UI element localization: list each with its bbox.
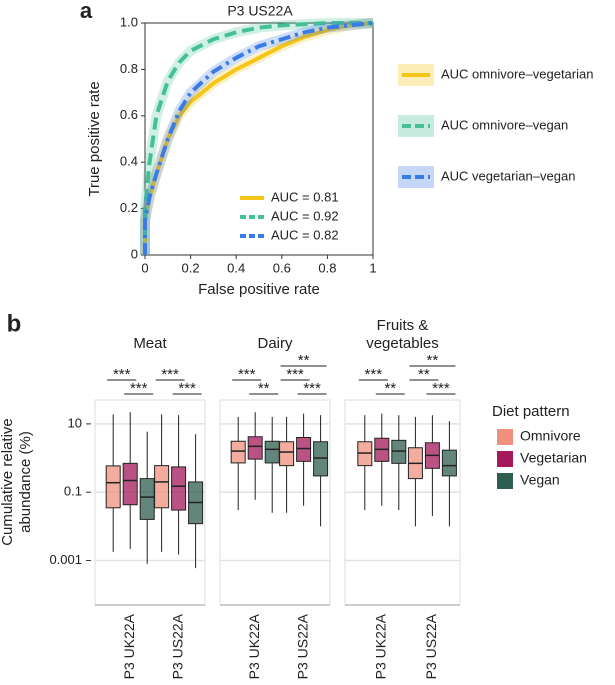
- y-tick-label: 0.4: [120, 154, 138, 169]
- facet-frame: [219, 399, 331, 606]
- facet-title: Meat: [133, 335, 167, 352]
- significance-label: ***: [303, 380, 321, 397]
- facet-title: Fruits & vegetables: [366, 317, 439, 352]
- panel-label: a: [80, 0, 93, 23]
- legend-text: AUC vegetarian–vegan: [441, 168, 575, 183]
- x-tick-label: 0.2: [182, 260, 200, 275]
- significance-label: **: [298, 352, 310, 369]
- x-tick-label: 1: [369, 260, 376, 275]
- facet-title: Dairy: [257, 335, 293, 352]
- box: [441, 449, 457, 477]
- legend-text: AUC omnivore–vegetarian: [441, 66, 593, 81]
- y-tick-label: 0.001: [49, 552, 82, 567]
- x-tick-label: 0: [141, 260, 148, 275]
- y-tick-label: 0: [131, 246, 138, 261]
- roc-line: [143, 21, 373, 255]
- roc-line: [143, 21, 374, 255]
- legend-swatch: [497, 451, 513, 467]
- y-axis-label: True positive rate: [86, 81, 103, 196]
- significance-label: ***: [432, 380, 450, 397]
- significance-label: ***: [286, 366, 304, 383]
- legend-swatch: [497, 429, 513, 445]
- legend-text: Vegetarian: [520, 450, 587, 466]
- box: [139, 478, 155, 520]
- y-tick-label: 0.2: [120, 200, 138, 215]
- significance-label: **: [427, 352, 439, 369]
- y-axis-label: Cumulative relative abundance (%): [0, 418, 34, 546]
- legend-text: Vegan: [520, 472, 560, 488]
- box: [122, 462, 138, 506]
- x-tick-label: P3 UK22A: [121, 613, 137, 679]
- significance-label: **: [418, 366, 430, 383]
- significance-label: ***: [113, 366, 131, 383]
- box: [154, 465, 170, 509]
- x-tick-label: P3 UK22A: [246, 613, 262, 679]
- x-tick-label: 0.6: [273, 260, 291, 275]
- inset-legend-text: AUC = 0.81: [271, 189, 339, 204]
- significance-label: **: [258, 380, 270, 397]
- box: [105, 465, 121, 509]
- x-axis-label: False positive rate: [198, 281, 320, 298]
- roc-line: [143, 21, 374, 255]
- y-tick-label: 1.0: [120, 14, 138, 29]
- inset-legend-text: AUC = 0.92: [271, 208, 339, 223]
- x-tick-label: P3 US22A: [169, 613, 185, 679]
- panel-label: b: [7, 310, 22, 337]
- y-tick-label: 0.8: [120, 61, 138, 76]
- x-tick-label: P3 US22A: [294, 613, 310, 679]
- y-tick-label: 10: [68, 415, 82, 430]
- box: [230, 440, 246, 464]
- legend-text: AUC omnivore–vegan: [441, 117, 568, 132]
- x-tick-label: 0.8: [318, 260, 336, 275]
- chart-title: P3 US22A: [227, 3, 293, 19]
- box: [296, 436, 312, 462]
- y-tick-label: 0.1: [64, 484, 82, 499]
- x-tick-label: P3 US22A: [423, 613, 439, 679]
- y-tick-label: 0.6: [120, 107, 138, 122]
- significance-label: ***: [178, 380, 196, 397]
- box: [264, 440, 280, 464]
- plot-frame: [144, 22, 374, 256]
- box: [313, 441, 329, 477]
- box: [279, 441, 295, 467]
- significance-label: ***: [365, 366, 383, 383]
- legend-title: Diet pattern: [492, 403, 570, 420]
- x-tick-label: P3 UK22A: [373, 613, 389, 679]
- legend-swatch: [497, 473, 513, 489]
- facet-frame: [344, 399, 461, 606]
- significance-label: ***: [161, 366, 179, 383]
- significance-label: ***: [130, 380, 148, 397]
- box: [171, 466, 187, 511]
- significance-label: ***: [238, 366, 256, 383]
- inset-legend-text: AUC = 0.82: [271, 227, 339, 242]
- significance-label: **: [384, 380, 396, 397]
- box: [391, 439, 407, 464]
- legend-text: Omnivore: [520, 428, 581, 444]
- box: [247, 436, 263, 460]
- x-tick-label: 0.4: [227, 260, 245, 275]
